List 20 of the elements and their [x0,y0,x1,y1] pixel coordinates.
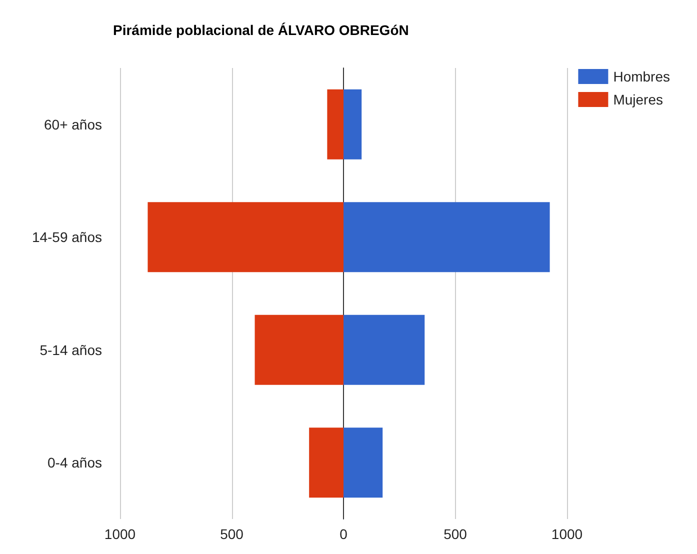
bar [344,202,550,272]
x-tick-label: 0 [340,526,348,542]
x-tick-label: 1000 [104,526,136,542]
y-tick-label: 14-59 años [32,229,102,246]
y-tick-label: 0-4 años [48,454,102,471]
y-tick-label: 60+ años [44,116,102,132]
bar [344,314,425,385]
x-tick-label: 500 [220,526,244,542]
y-tick-label: 5-14 años [40,342,102,358]
bar [309,428,344,498]
bar [327,89,344,160]
x-tick-label: 1000 [551,526,583,542]
legend-label: Mujeres [613,92,664,108]
bar [344,428,383,498]
bar [254,314,344,385]
chart-title: Pirámide poblacional de ÁLVARO OBREGóN [113,22,409,38]
bar [344,89,362,160]
legend-label: Hombres [613,68,670,84]
bar [148,202,344,272]
x-tick-label: 500 [444,526,468,542]
